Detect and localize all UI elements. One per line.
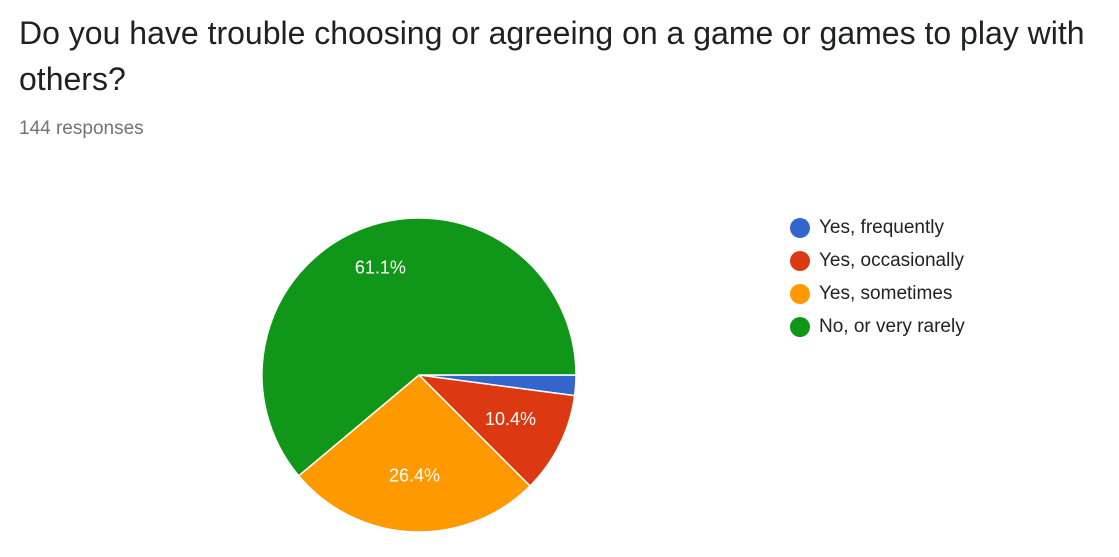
data-label: 26.4% — [389, 466, 440, 486]
legend-label: No, or very rarely — [819, 316, 965, 337]
legend-label: Yes, occasionally — [819, 250, 965, 271]
pie-slice — [261, 217, 577, 477]
chart-subtitle: 144 responses — [19, 118, 144, 139]
data-label: 61.1% — [355, 258, 406, 278]
legend-swatch — [790, 284, 810, 304]
data-label: 10.4% — [485, 409, 536, 429]
pie-slice — [416, 373, 576, 488]
legend-label: Yes, frequently — [819, 217, 944, 238]
chart-title: Do you have trouble choosing or agreeing… — [19, 15, 1085, 97]
legend-swatch — [790, 218, 810, 238]
pie-slice — [297, 373, 532, 533]
legend-label: Yes, sometimes — [819, 283, 952, 304]
legend-swatch — [790, 317, 810, 337]
legend-swatch — [790, 251, 810, 271]
